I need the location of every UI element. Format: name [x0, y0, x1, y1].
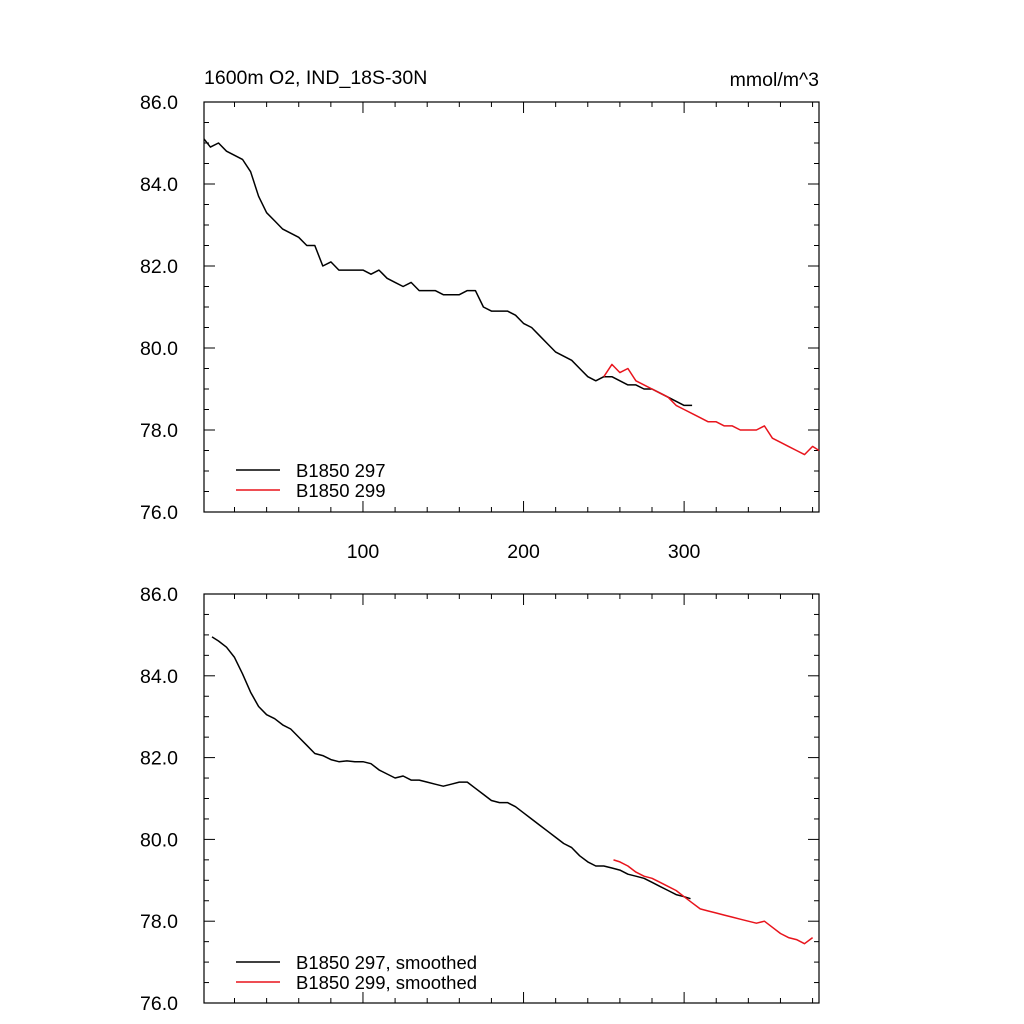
y-tick-label: 86.0: [140, 584, 178, 606]
legend-label: B1850 297, smoothed: [296, 952, 477, 973]
y-tick-label: 80.0: [140, 338, 178, 360]
y-tick-label: 86.0: [140, 92, 178, 114]
y-tick-label: 76.0: [140, 502, 178, 524]
x-tick-label: 100: [347, 541, 380, 563]
y-tick-label: 84.0: [140, 174, 178, 196]
y-tick-label: 78.0: [140, 420, 178, 442]
raw-panel: 76.0 78.0 80.0 82.0 84.0 86.0 100 200 300 B1850 2…: [140, 92, 820, 563]
figure-title: 1600m O2, IND_18S-30N: [204, 67, 427, 89]
series-line-b1850-299: [613, 859, 814, 945]
units-label: mmol/m^3: [730, 69, 819, 91]
y-tick-label: 78.0: [140, 911, 178, 933]
legend-label: B1850 299, smoothed: [296, 972, 477, 993]
legend-label: B1850 299: [296, 480, 386, 501]
y-tick-label: 80.0: [140, 829, 178, 851]
series-line-b1850-297: [203, 138, 693, 407]
series-line-b1850-299: [603, 363, 820, 456]
plot-frame: [203, 593, 820, 1004]
smoothed-panel: 76.0 78.0 80.0 82.0 84.0 86.0 B1850 297, smoot…: [140, 584, 820, 1015]
series-line-b1850-297: [211, 636, 691, 900]
legend-label: B1850 297: [296, 460, 386, 481]
y-tick-label: 84.0: [140, 666, 178, 688]
y-tick-label: 82.0: [140, 748, 178, 770]
plot-frame: [203, 101, 820, 513]
x-tick-label: 300: [668, 541, 701, 563]
y-tick-label: 82.0: [140, 256, 178, 278]
x-tick-label: 200: [507, 541, 540, 563]
y-tick-label: 76.0: [140, 993, 178, 1015]
